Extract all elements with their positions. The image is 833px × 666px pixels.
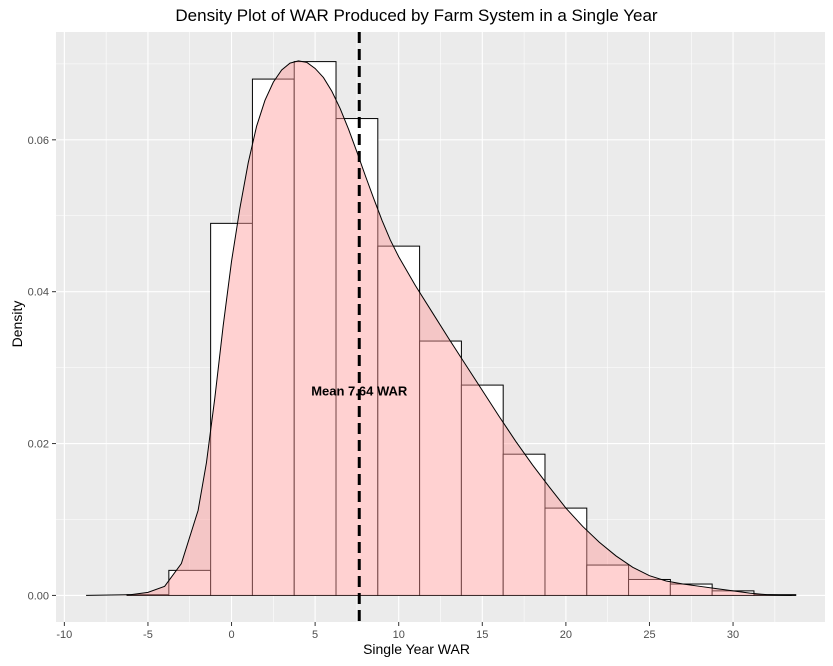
histogram-bar bbox=[586, 564, 630, 596]
x-tick-label: 25 bbox=[643, 629, 655, 641]
y-tick-label: 0.04 bbox=[28, 287, 49, 299]
y-tick-label: 0.02 bbox=[28, 439, 49, 451]
histogram-bar bbox=[419, 340, 462, 596]
chart-title: Density Plot of WAR Produced by Farm Sys… bbox=[175, 6, 658, 25]
density-area bbox=[86, 60, 792, 596]
histogram-bars bbox=[126, 61, 797, 596]
density-curve bbox=[86, 60, 792, 596]
histogram-bar bbox=[669, 583, 713, 596]
y-tick-label: 0.06 bbox=[28, 135, 49, 147]
histogram-bar bbox=[460, 384, 504, 596]
axis-ticks: -10 -5 0 5 10 15 20 25 30 0.00 0.02 0.04 0.06 bbox=[28, 135, 740, 641]
x-axis-label: Single Year WAR bbox=[363, 641, 470, 657]
density-layer bbox=[86, 60, 792, 596]
histogram-bar bbox=[251, 78, 295, 596]
x-tick-label: 5 bbox=[312, 629, 318, 641]
x-tick-label: 0 bbox=[228, 629, 234, 641]
annotation-layer: Mean 7.64 WAR bbox=[311, 383, 408, 398]
histogram-bar bbox=[210, 222, 253, 596]
x-tick-label: 10 bbox=[393, 629, 405, 641]
x-tick-label: 15 bbox=[476, 629, 488, 641]
histogram-bar bbox=[335, 118, 379, 596]
x-tick-label: 30 bbox=[727, 629, 739, 641]
histogram-bar bbox=[377, 245, 421, 596]
x-tick-label: 20 bbox=[560, 629, 572, 641]
y-tick-label: 0.00 bbox=[28, 590, 49, 602]
x-tick-label: -5 bbox=[143, 629, 153, 641]
mean-annotation: Mean 7.64 WAR bbox=[311, 383, 408, 398]
histogram-bar bbox=[502, 453, 546, 596]
x-tick-label: -10 bbox=[56, 629, 72, 641]
histogram-bar bbox=[168, 569, 212, 596]
